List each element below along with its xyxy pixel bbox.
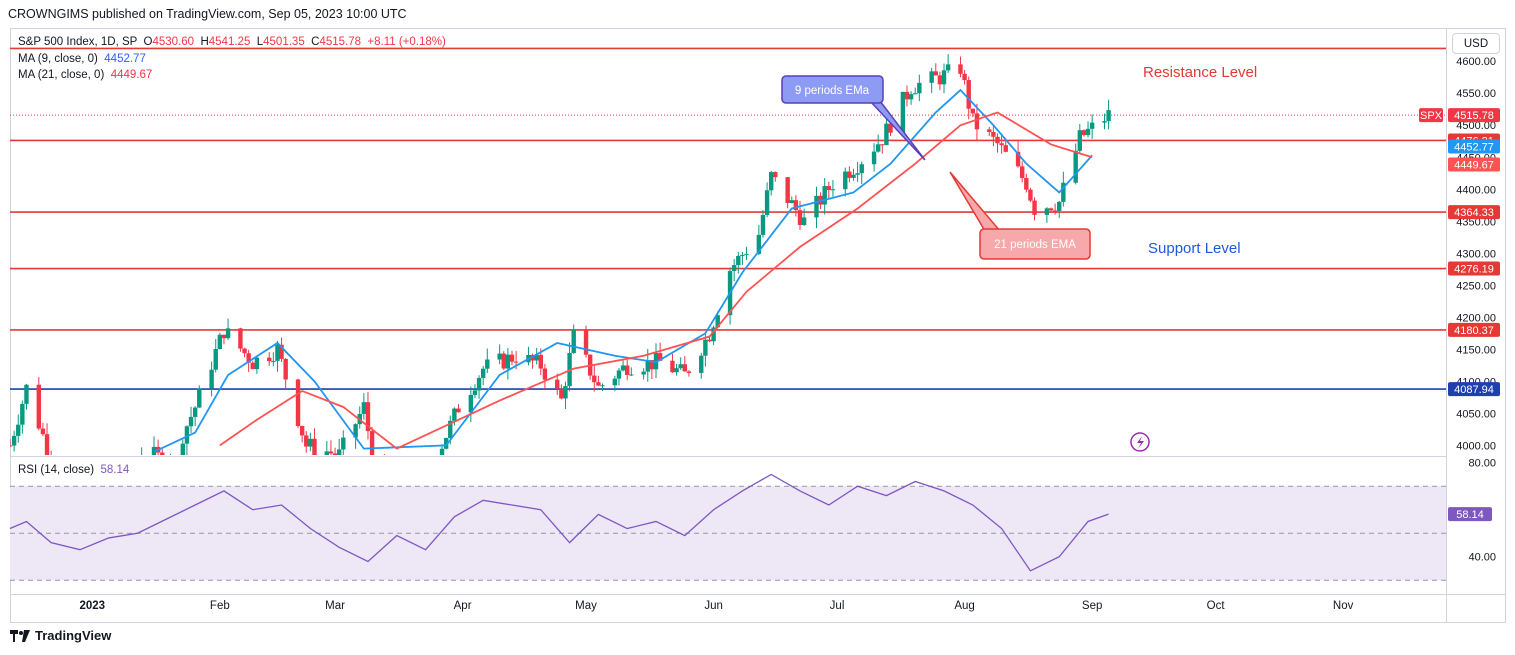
low-value: 4501.35 — [263, 36, 305, 48]
rsi-legend-value: 58.14 — [100, 464, 130, 476]
ma9-label: MA (9, close, 0) — [18, 53, 98, 65]
close-value: 4515.78 — [319, 36, 361, 48]
ma21-value: 4449.67 — [110, 69, 153, 81]
rsi-label: RSI (14, close) — [18, 464, 95, 476]
tradingview-logo-icon — [10, 629, 30, 642]
change-value: +8.11 (+0.18%) — [367, 36, 446, 48]
low-label: L — [256, 36, 264, 48]
brand-name: TradingView — [35, 628, 112, 643]
high-label: H — [200, 36, 209, 48]
symbol-legend: S&P 500 Index, 1D, SP O4530.60 H4541.25 … — [18, 35, 446, 49]
ma21-label: MA (21, close, 0) — [18, 69, 105, 81]
symbol-name[interactable]: S&P 500 Index, 1D, SP — [18, 36, 138, 48]
close-label: C — [311, 36, 320, 48]
open-value: 4530.60 — [152, 36, 195, 48]
currency-button[interactable]: USD — [1452, 33, 1500, 54]
ma21-legend[interactable]: MA (21, close, 0) 4449.67 — [18, 68, 152, 82]
rsi-legend[interactable]: RSI (14, close) 58.14 — [18, 463, 129, 477]
tradingview-logo[interactable]: TradingView — [10, 628, 111, 643]
chart-frame — [10, 28, 1506, 623]
publish-info: CROWNGIMS published on TradingView.com, … — [8, 7, 407, 21]
open-label: O — [143, 36, 153, 48]
ma9-value: 4452.77 — [104, 53, 146, 65]
ma9-legend[interactable]: MA (9, close, 0) 4452.77 — [18, 52, 146, 66]
high-value: 4541.25 — [208, 36, 251, 48]
